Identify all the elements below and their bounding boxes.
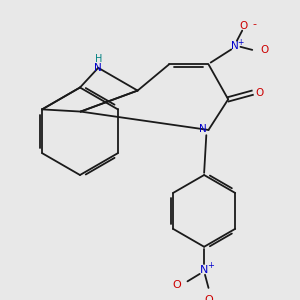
Text: +: + bbox=[207, 261, 214, 270]
Text: O: O bbox=[204, 295, 213, 300]
Text: O: O bbox=[260, 45, 268, 55]
Text: -: - bbox=[217, 295, 221, 300]
Text: N: N bbox=[231, 41, 238, 51]
Text: O: O bbox=[172, 280, 182, 290]
Text: N: N bbox=[200, 265, 208, 275]
Text: N: N bbox=[200, 124, 207, 134]
Text: O: O bbox=[239, 21, 247, 31]
Text: H: H bbox=[94, 54, 102, 64]
Text: +: + bbox=[237, 38, 244, 47]
Text: -: - bbox=[252, 19, 256, 29]
Text: O: O bbox=[256, 88, 264, 98]
Text: N: N bbox=[94, 63, 102, 73]
